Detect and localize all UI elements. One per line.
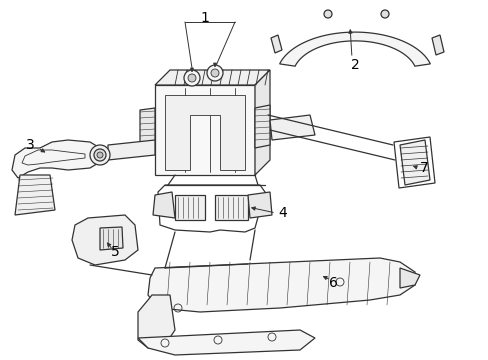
Text: 1: 1 [200, 11, 209, 25]
Circle shape [206, 65, 223, 81]
Polygon shape [399, 140, 429, 185]
Polygon shape [279, 32, 429, 66]
Text: 5: 5 [110, 245, 119, 259]
Polygon shape [254, 70, 269, 175]
Polygon shape [108, 140, 155, 160]
Circle shape [97, 152, 103, 158]
Circle shape [210, 69, 219, 77]
Polygon shape [12, 140, 100, 178]
Polygon shape [155, 70, 269, 85]
Polygon shape [148, 258, 414, 312]
Text: 3: 3 [25, 138, 34, 152]
Polygon shape [138, 330, 314, 355]
Text: 6: 6 [328, 276, 337, 290]
Polygon shape [399, 268, 419, 288]
Polygon shape [247, 192, 271, 218]
Circle shape [187, 74, 196, 82]
Polygon shape [215, 195, 247, 220]
Text: 7: 7 [419, 161, 428, 175]
Polygon shape [140, 108, 155, 147]
Polygon shape [138, 295, 175, 348]
Polygon shape [175, 195, 204, 220]
Polygon shape [153, 192, 175, 218]
Circle shape [324, 10, 331, 18]
Circle shape [380, 10, 388, 18]
Polygon shape [155, 85, 254, 175]
Polygon shape [254, 105, 269, 148]
Polygon shape [100, 227, 123, 250]
Polygon shape [72, 215, 138, 265]
Text: 2: 2 [350, 58, 359, 72]
Circle shape [94, 149, 106, 161]
Text: 4: 4 [278, 206, 286, 220]
Polygon shape [164, 95, 244, 170]
Circle shape [90, 145, 110, 165]
Polygon shape [15, 175, 55, 215]
Polygon shape [269, 115, 314, 140]
Polygon shape [431, 35, 443, 55]
Circle shape [183, 70, 200, 86]
Polygon shape [270, 35, 282, 53]
